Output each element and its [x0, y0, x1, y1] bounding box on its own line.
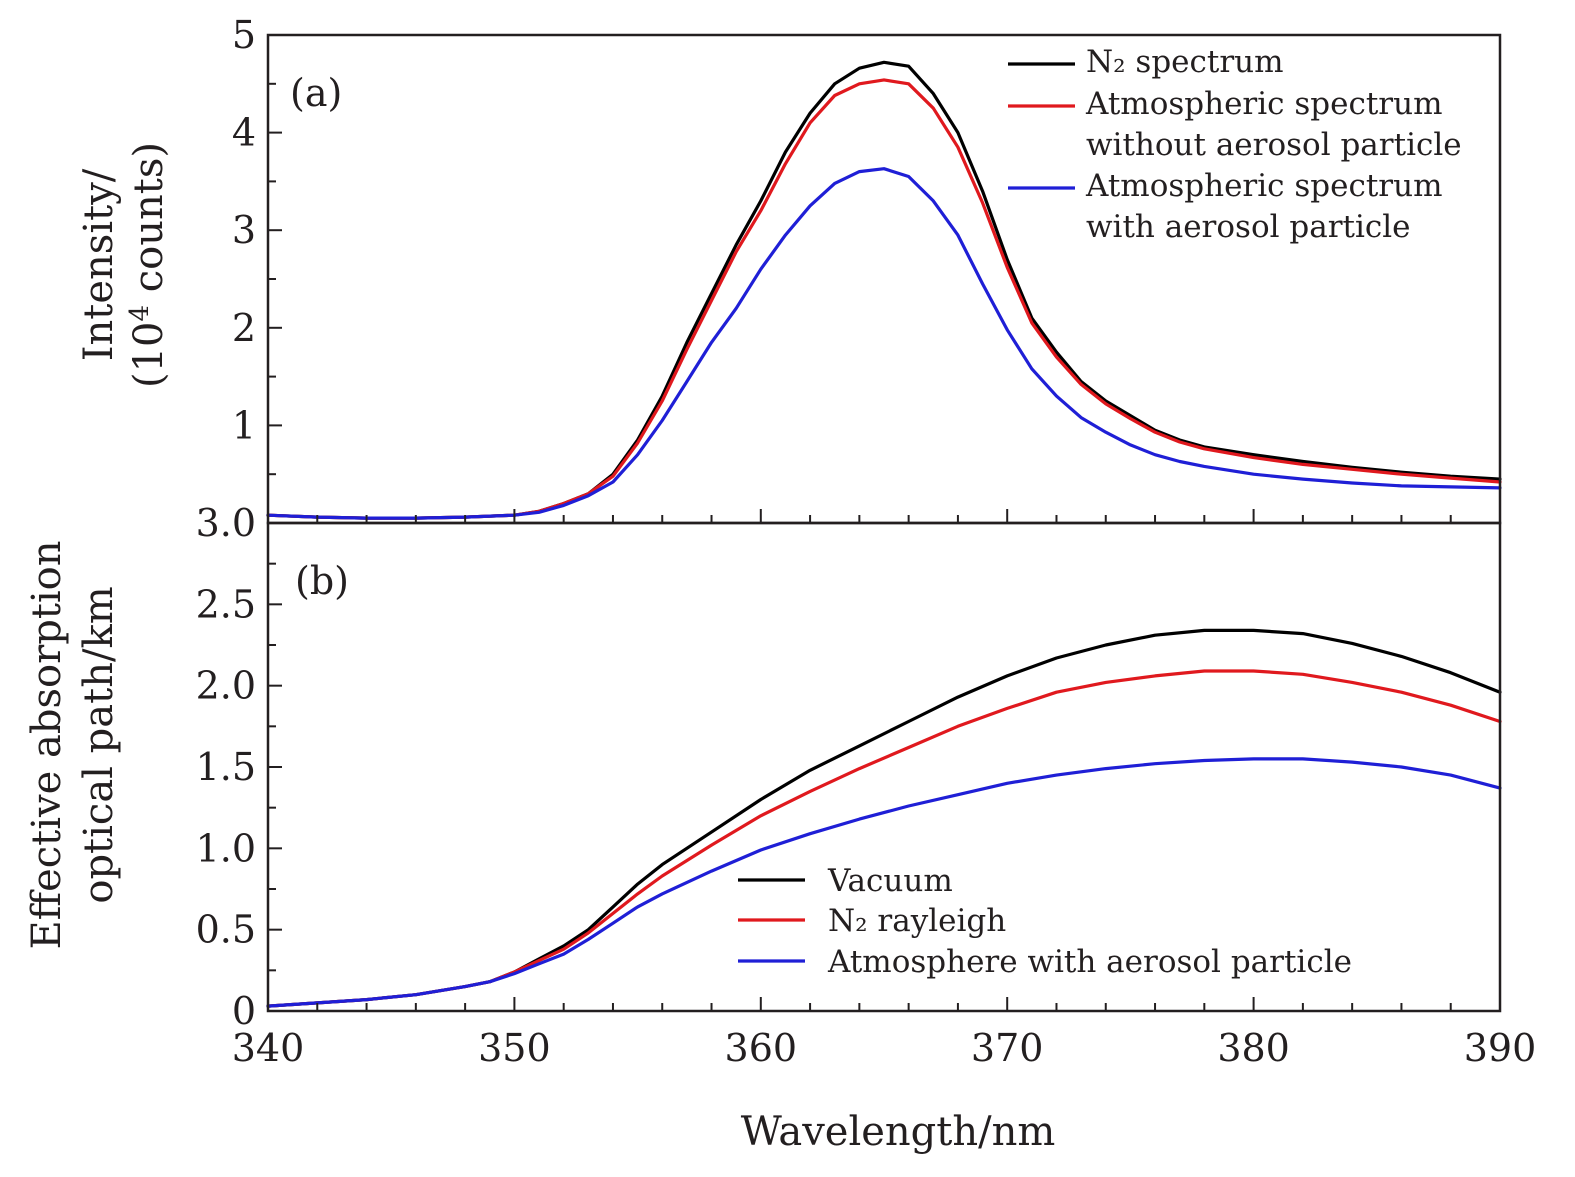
- panel-b-xtick-label: 360: [725, 1026, 798, 1070]
- panel-a-series-2-line: [266, 167, 1502, 520]
- legend-label-atm-without-aerosol-line1: Atmospheric spectrum: [1085, 86, 1442, 122]
- panel-b-ytick-label: 0.5: [196, 908, 256, 952]
- panel-a-ticks: 1 2 3 4 5: [232, 13, 1501, 524]
- panel-a-ylabel-post: counts): [126, 142, 172, 305]
- legend-label-atm-without-aerosol: Atmospheric spectrum without aerosol part…: [1085, 86, 1462, 163]
- panel-b-xtick-label: 350: [478, 1026, 551, 1070]
- panel-a-tag: (a): [290, 71, 342, 115]
- panel-b-optical-path: 0 0.5 1.0 1.5 2.0 2.5 3.0 340 350 360 370 380 390 (b…: [24, 501, 1536, 1155]
- panel-b-xtick-label: 340: [232, 1026, 305, 1070]
- panel-b-series-group: [266, 628, 1502, 1008]
- x-axis-title: Wavelength/nm: [741, 1109, 1056, 1155]
- panel-b-xtick-label: 390: [1464, 1026, 1537, 1070]
- panel-a-ytick-label: 3: [232, 208, 256, 252]
- legend-label-atm-without-aerosol-line2: without aerosol particle: [1086, 127, 1462, 163]
- panel-b-legend: Vacuum N₂ rayleigh Atmosphere with aeros…: [738, 863, 1352, 980]
- legend-label-atm-with-aerosol-line2: with aerosol particle: [1086, 209, 1411, 245]
- panel-a-ylabel-sup: 4: [125, 305, 155, 322]
- legend-label-vacuum: Vacuum: [827, 863, 953, 899]
- panel-b-ytick-label: 1.0: [196, 826, 256, 870]
- legend-label-n2-spectrum: N₂ spectrum: [1086, 44, 1284, 80]
- panel-b-ytick-label: 3.0: [196, 501, 256, 545]
- panel-a-legend: N₂ spectrum Atmospheric spectrum without …: [1008, 44, 1462, 245]
- panel-a-ytick-label: 4: [232, 111, 256, 155]
- panel-b-series-2-line: [266, 757, 1502, 1008]
- panel-b-tag: (b): [295, 559, 349, 603]
- panel-b-ticks: 0 0.5 1.0 1.5 2.0 2.5 3.0 340 350 360 370 380 390: [196, 501, 1537, 1070]
- legend-label-atmosphere-aerosol: Atmosphere with aerosol particle: [827, 944, 1352, 980]
- legend-label-n2-rayleigh: N₂ rayleigh: [828, 903, 1006, 939]
- panel-b-ytick-label: 0: [232, 989, 256, 1033]
- panel-a-series-group: [266, 60, 1502, 520]
- panel-a-ytick-label: 1: [232, 403, 256, 447]
- panel-a-ytick-label: 2: [232, 306, 256, 350]
- legend-label-atm-with-aerosol-line1: Atmospheric spectrum: [1085, 168, 1442, 204]
- legend-label-atm-with-aerosol: Atmospheric spectrum with aerosol particl…: [1085, 168, 1442, 245]
- panel-b-ytick-label: 2.5: [196, 582, 256, 626]
- panel-a-ylabel-line1: Intensity/: [76, 168, 122, 361]
- panel-b-ytick-label: 1.5: [196, 745, 256, 789]
- panel-b-ytick-label: 2.0: [196, 664, 256, 708]
- panel-b-xtick-label: 380: [1217, 1026, 1290, 1070]
- panel-b-ylabel-line2: optical path/km: [76, 586, 122, 903]
- panel-b-ylabel-line1: Effective absorption: [24, 540, 70, 949]
- panel-a-ylabel-line2: (104 counts): [125, 142, 172, 388]
- panel-a-ylabel-pre: (10: [126, 321, 172, 388]
- panel-a-ytick-label: 5: [232, 13, 256, 57]
- panel-b-xtick-label: 370: [971, 1026, 1044, 1070]
